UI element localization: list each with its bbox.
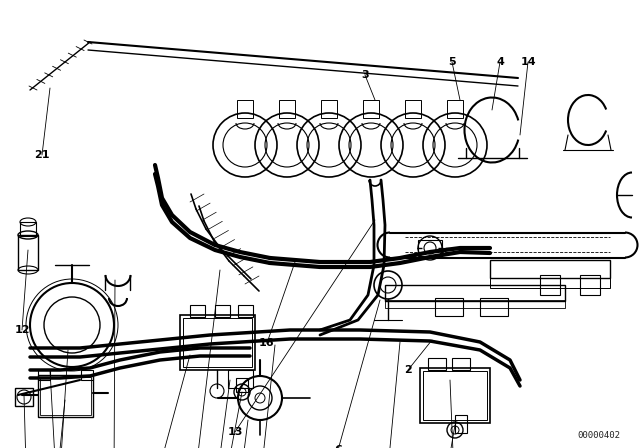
Bar — [405, 100, 421, 118]
Text: 12: 12 — [14, 325, 29, 335]
Bar — [183, 318, 252, 367]
Bar — [455, 415, 467, 433]
Bar — [20, 222, 36, 236]
Text: 13: 13 — [227, 427, 243, 437]
Bar — [228, 370, 253, 388]
Bar — [38, 375, 93, 417]
Text: 6: 6 — [334, 445, 342, 448]
Bar — [480, 298, 508, 316]
Text: 16: 16 — [259, 338, 275, 348]
Bar — [238, 305, 253, 317]
Bar — [321, 100, 337, 118]
Bar — [418, 240, 442, 256]
Bar — [215, 305, 230, 317]
Bar — [420, 368, 490, 423]
Bar — [236, 378, 248, 392]
Text: 2: 2 — [404, 365, 412, 375]
Text: 00000402: 00000402 — [577, 431, 620, 440]
Text: 3: 3 — [361, 70, 369, 80]
Text: 21: 21 — [35, 150, 50, 160]
Bar — [490, 260, 610, 278]
Bar — [447, 100, 463, 118]
Bar — [363, 100, 379, 118]
Bar — [40, 377, 91, 415]
Bar — [38, 370, 50, 380]
Bar — [190, 305, 205, 317]
Bar — [423, 371, 487, 420]
Bar — [18, 235, 38, 270]
Bar — [81, 370, 93, 380]
Bar — [580, 275, 600, 295]
Bar — [237, 100, 253, 118]
Bar — [540, 275, 560, 295]
Bar — [428, 358, 446, 370]
Text: 4: 4 — [496, 57, 504, 67]
Text: 14: 14 — [520, 57, 536, 67]
Bar — [490, 278, 610, 288]
Bar — [15, 388, 33, 406]
Bar — [435, 298, 463, 316]
Bar — [385, 300, 565, 308]
Bar — [385, 285, 565, 301]
Bar — [180, 315, 255, 370]
Bar — [279, 100, 295, 118]
Text: 5: 5 — [448, 57, 456, 67]
Bar — [452, 358, 470, 370]
